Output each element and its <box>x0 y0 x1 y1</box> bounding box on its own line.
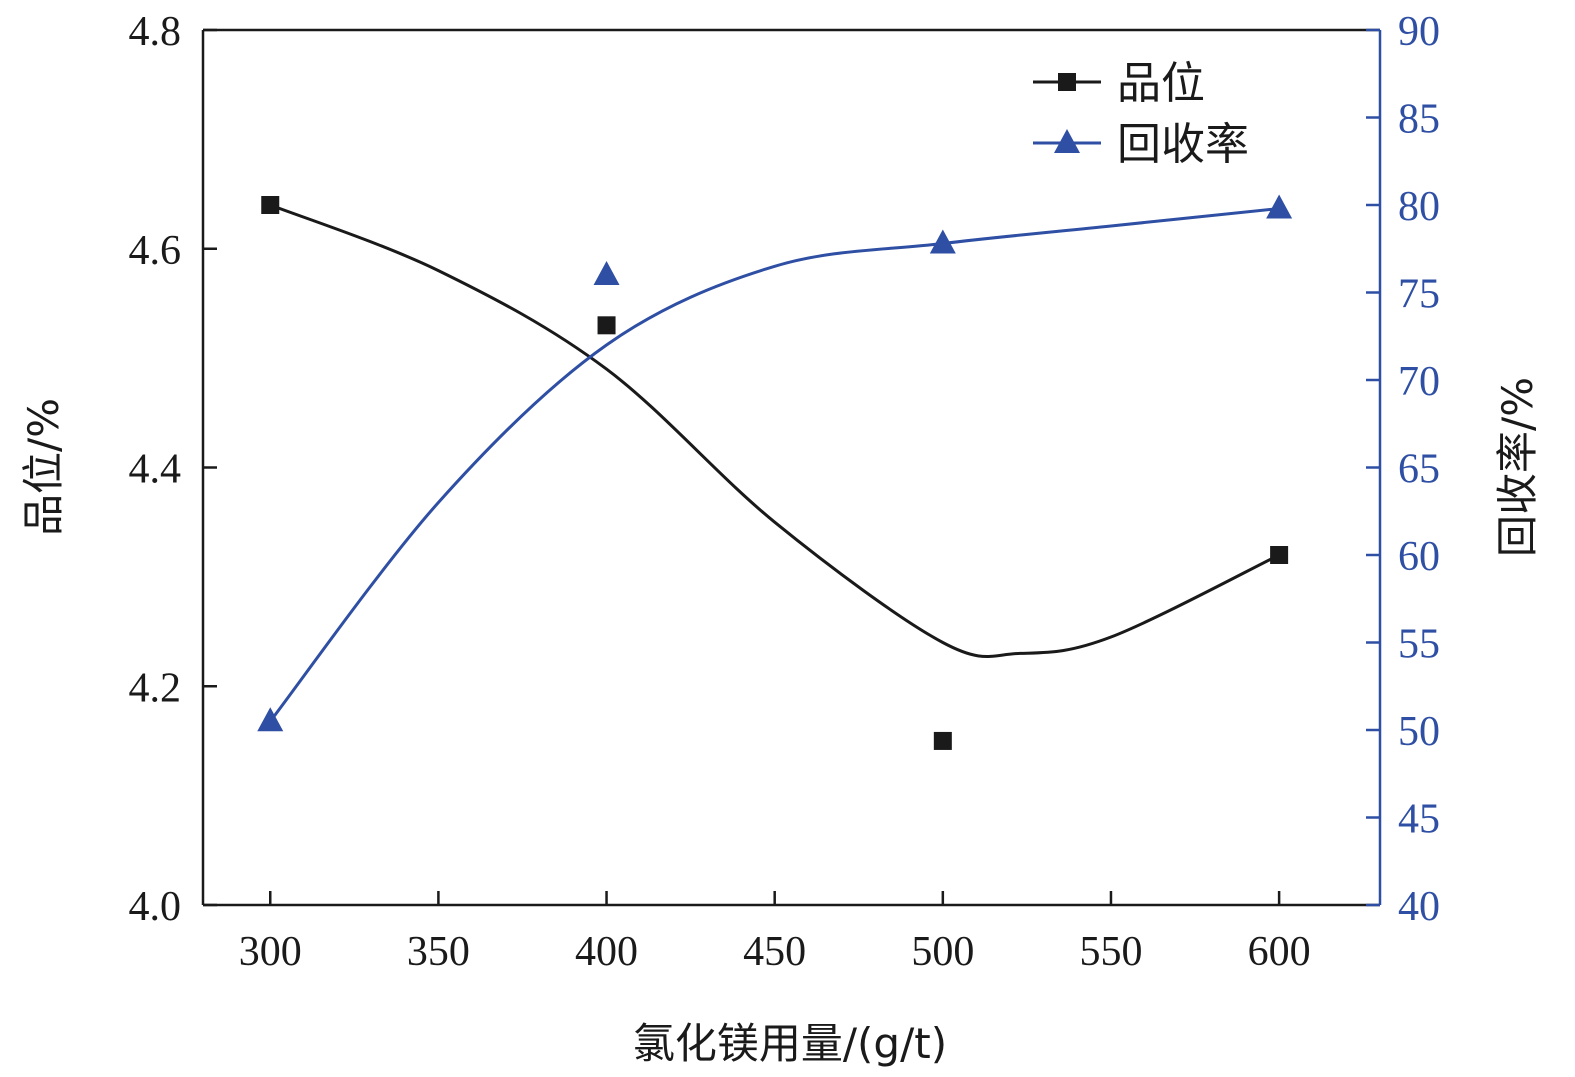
legend-label: 回收率 <box>1117 119 1249 170</box>
y-right-tick-label: 50 <box>1398 709 1440 755</box>
recovery-point <box>1266 194 1293 219</box>
y-right-tick-label: 55 <box>1398 622 1440 668</box>
x-axis: 300 350 400 450 500 550 600 <box>239 891 1311 975</box>
y-left-tick-label: 4.0 <box>129 884 182 930</box>
grade-point <box>261 196 280 214</box>
y-left-tick-label: 4.4 <box>129 447 182 493</box>
grade-point <box>1270 546 1289 564</box>
y-right-tick-label: 45 <box>1398 797 1440 843</box>
x-axis-title: 氯化镁用量/(g/t) <box>633 1019 947 1068</box>
x-tick-label: 300 <box>239 929 302 975</box>
x-tick-label: 450 <box>743 929 806 975</box>
y-right-tick-label: 70 <box>1398 359 1440 405</box>
x-tick-label: 550 <box>1079 929 1142 975</box>
y-right-tick-label: 65 <box>1398 447 1440 493</box>
y-axis-right-title: 回收率/% <box>1493 377 1542 557</box>
legend-triangle-marker <box>1054 129 1080 153</box>
y-right-tick-label: 60 <box>1398 534 1440 580</box>
grade-point <box>597 316 616 335</box>
y-right-tick-label: 80 <box>1398 184 1440 230</box>
y-left-tick-label: 4.6 <box>129 228 182 274</box>
grade-point <box>933 731 952 750</box>
recovery-point <box>593 261 620 285</box>
y-right-tick-label: 90 <box>1398 9 1440 55</box>
y-right-tick-label: 85 <box>1398 97 1440 143</box>
legend-square-marker <box>1058 73 1076 91</box>
series-line-square <box>269 203 1280 658</box>
y-axis-left: 4.0 4.2 4.4 4.6 4.8 <box>129 9 217 930</box>
x-tick-label: 500 <box>911 929 974 975</box>
x-tick-label: 400 <box>575 929 638 975</box>
x-tick-label: 600 <box>1248 929 1311 975</box>
y-right-tick-label: 75 <box>1398 272 1440 318</box>
y-left-tick-label: 4.2 <box>129 665 182 711</box>
series-layer <box>257 194 1293 750</box>
y-axis-left-title: 品位/% <box>19 398 68 536</box>
y-axis-right: 40 45 50 55 60 65 70 75 80 85 90 <box>1366 9 1440 930</box>
recovery-point <box>929 229 956 254</box>
x-tick-label: 350 <box>407 929 470 975</box>
y-left-tick-label: 4.8 <box>129 9 182 55</box>
series-line-triangle <box>269 207 1280 723</box>
legend-label: 品位 <box>1117 58 1205 109</box>
y-right-tick-label: 40 <box>1398 884 1440 930</box>
recovery-point <box>257 707 284 732</box>
